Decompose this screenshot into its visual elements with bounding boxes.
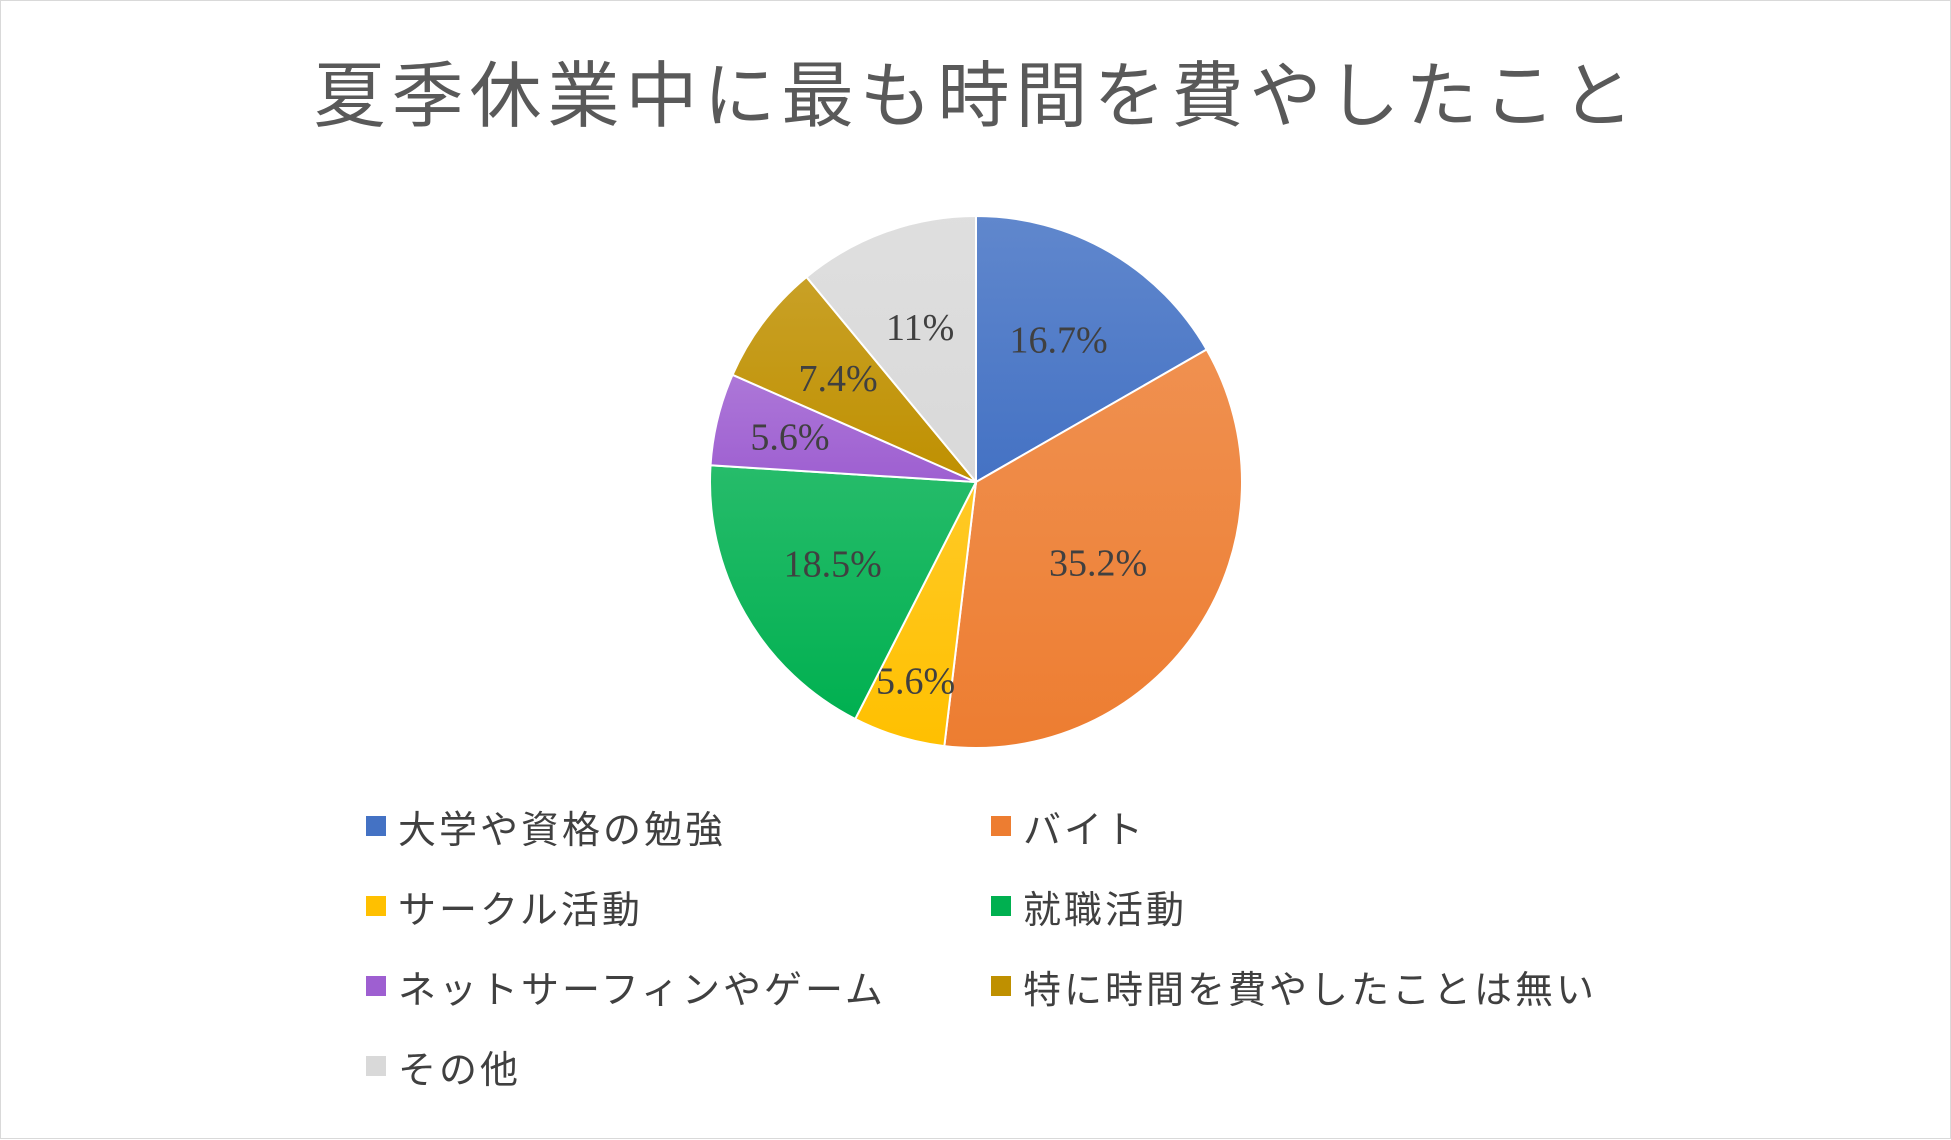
- legend-label: バイト: [1023, 807, 1147, 852]
- legend-swatch: [366, 896, 386, 916]
- legend-item-1: 大学や資格の勉強: [366, 801, 727, 852]
- legend-label: 大学や資格の勉強: [398, 807, 727, 852]
- pie-slice-1: [975, 214, 1209, 484]
- legend-label: 特に時間を費やしたことは無い: [1023, 967, 1598, 1012]
- legend-label: 就職活動: [1023, 887, 1188, 932]
- legend-swatch: [366, 976, 386, 996]
- slice-label-3: 5.6%: [876, 660, 955, 702]
- legend-item-3: サークル活動: [366, 881, 643, 932]
- pie-slice-4: [709, 464, 978, 721]
- chart-title: 夏季休業中に最も時間を費やしたこと: [313, 54, 1640, 138]
- pie-slice-2: [943, 348, 1243, 749]
- legend-item-6: 特に時間を費やしたことは無い: [991, 961, 1598, 1012]
- legend-swatch: [991, 896, 1011, 916]
- slice-label-2: 35.2%: [1049, 543, 1147, 585]
- legend-item-5: ネットサーフィンやゲーム: [366, 961, 886, 1012]
- legend-item-4: 就職活動: [991, 881, 1188, 932]
- legend-swatch: [991, 976, 1011, 996]
- slice-label-1: 16.7%: [1010, 319, 1108, 361]
- legend-item-7: その他: [366, 1041, 522, 1092]
- slice-label-5: 5.6%: [750, 417, 829, 459]
- legend-label: サークル活動: [398, 887, 643, 932]
- slice-label-7: 11%: [886, 307, 954, 349]
- legend-swatch: [366, 816, 386, 836]
- pie-slice-7: [805, 214, 977, 485]
- slice-label-4: 18.5%: [784, 544, 882, 586]
- slice-label-6: 7.4%: [798, 358, 877, 400]
- legend-label: ネットサーフィンやゲーム: [398, 967, 886, 1012]
- legend-label: その他: [398, 1047, 522, 1092]
- legend-swatch: [991, 816, 1011, 836]
- legend-swatch: [366, 1056, 386, 1076]
- legend-item-2: バイト: [991, 801, 1147, 852]
- pie-slice-6: [731, 275, 977, 483]
